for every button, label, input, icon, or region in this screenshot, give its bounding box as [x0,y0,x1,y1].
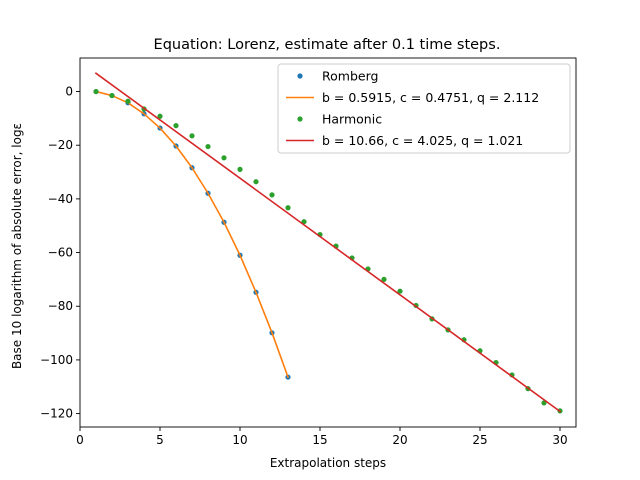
x-tick-label-6: 30 [552,433,567,447]
legend-box [277,63,571,154]
x-axis-label: Extrapolation steps [270,456,386,470]
axes-frame [79,57,577,428]
data-point-2-2 [125,98,131,104]
data-point-2-8 [221,155,227,161]
data-point-2-1 [109,92,115,99]
y-axis: 0 −20 −40 −60 −80 −100 −120 [40,85,80,421]
chart-title: Equation: Lorenz, estimate after 0.1 tim… [154,37,501,53]
y-tick-label-6: −120 [40,407,73,421]
y-axis-label: Base 10 logarithm of absolute error, log… [10,123,24,369]
legend-marker-0 [297,73,303,79]
data-point-2-6 [189,133,195,139]
series-line-3 [94,72,562,413]
data-point-2-11 [269,192,275,198]
data-point-2-4 [157,113,163,119]
x-tick-label-2: 10 [232,433,247,447]
x-tick-label-4: 20 [392,433,407,447]
data-point-2-5 [173,123,179,129]
y-tick-label-5: −100 [40,353,73,367]
legend-label-3: b = 10.66, c = 4.025, q = 1.021 [322,133,523,148]
plot-area [79,57,577,428]
y-tick-label-2: −40 [48,192,73,206]
data-point-2-19 [397,288,403,294]
x-tick-label-3: 15 [312,433,327,447]
legend-label-1: b = 0.5915, c = 0.4751, q = 2.112 [322,90,539,105]
x-tick-label-5: 25 [472,433,487,447]
data-point-2-0 [93,88,99,95]
legend-label-0: Romberg [322,69,378,84]
y-tick-label-3: −60 [48,246,73,260]
data-point-2-18 [381,276,387,282]
x-tick-label-0: 0 [76,433,84,447]
data-point-2-7 [205,143,211,150]
y-tick-label-1: −20 [48,138,73,152]
y-tick-label-4: −80 [48,299,73,313]
data-point-2-10 [253,179,259,185]
legend-marker-2 [297,116,303,122]
y-tick-label-0: 0 [65,85,73,99]
data-point-2-9 [237,166,243,172]
legend: Romberg b = 0.5915, c = 0.4751, q = 2.112… [277,63,571,154]
x-tick-label-1: 5 [156,433,164,447]
data-point-2-12 [285,205,291,211]
x-axis: 0 5 10 15 20 25 30 [76,427,568,447]
legend-label-2: Harmonic [322,112,382,127]
